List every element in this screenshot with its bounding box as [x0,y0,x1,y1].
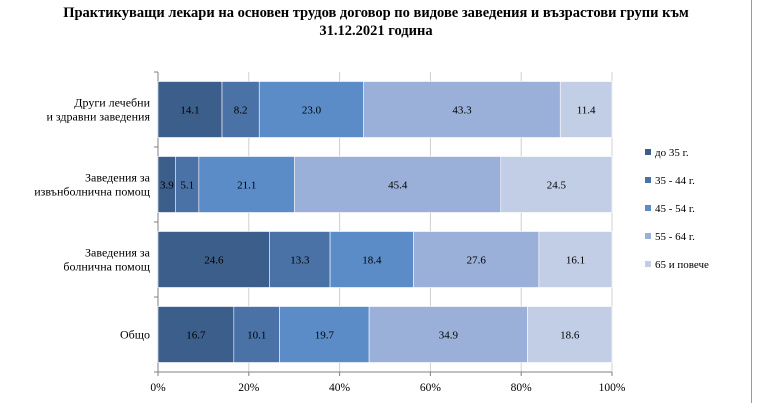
bar-segment [157,306,235,363]
bar-segment [559,81,613,138]
chart-title-line-2: 31.12.2021 година [319,23,433,39]
data-label: 10.1 [247,330,266,342]
legend-label: 65 и повече [655,259,709,271]
x-tick-label: 60% [420,382,442,394]
data-label: 21.1 [237,180,256,192]
bar-segment [368,306,528,363]
legend-label: до 35 г. [655,147,689,159]
x-tick-label: 80% [511,382,533,394]
bar-segment [258,81,364,138]
x-tick-label: 40% [329,382,351,394]
data-label: 14.1 [180,105,199,117]
legend-swatch [645,233,651,239]
bar-segment [329,231,414,288]
bar-segment [527,306,613,363]
category-label: извънболнична помощ [34,185,150,199]
category-label: и здравни заведения [46,110,150,124]
data-label: 13.3 [290,255,310,267]
legend-swatch [645,177,651,183]
data-label: 18.6 [560,330,580,342]
data-label: 19.7 [315,330,335,342]
data-label: 24.6 [204,255,224,267]
data-label: 16.1 [566,255,585,267]
bar-segment [279,306,370,363]
bar-segment [294,156,502,213]
data-label: 18.4 [362,255,382,267]
x-tick-label: 100% [599,382,626,394]
category-label: Други лечебни [74,96,150,110]
data-label: 8.2 [234,105,248,117]
chart-frame [751,0,752,403]
bar-segment [198,156,295,213]
x-tick-label: 0% [150,382,166,394]
bar-segment [157,81,223,138]
data-label: 3.9 [160,180,174,192]
x-tick-label: 20% [238,382,260,394]
chart-title-line-1: Практикуващи лекари на основен трудов до… [63,5,689,21]
legend-swatch [645,205,651,211]
legend-label: 35 - 44 г. [655,175,695,187]
bar-segment [363,81,561,138]
data-label: 16.7 [186,330,206,342]
category-label: Общо [120,328,150,342]
bar-segment [500,156,613,213]
bar-segment [221,81,260,138]
data-label: 45.4 [388,180,408,192]
category-label: Заведения за [85,171,151,185]
category-label: болнична помощ [63,260,150,274]
data-label: 43.3 [452,105,472,117]
data-label: 11.4 [577,105,596,117]
bar-segment [538,231,613,288]
legend-swatch [645,149,651,155]
data-label: 24.5 [547,180,567,192]
data-label: 5.1 [180,180,194,192]
bar-segment [233,306,280,363]
legend-swatch [645,261,651,267]
data-label: 23.0 [302,105,322,117]
data-label: 34.9 [439,330,459,342]
category-label: Заведения за [85,246,151,260]
bar-segment [157,231,270,288]
data-label: 27.6 [467,255,487,267]
legend-label: 45 - 54 г. [655,203,695,215]
chart-title: Практикуващи лекари на основен трудов до… [0,4,752,40]
legend-label: 55 - 64 г. [655,231,695,243]
